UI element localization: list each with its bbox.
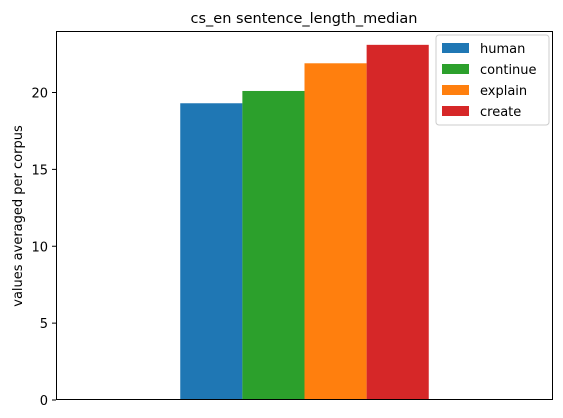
y-tick-label: 5 [40,317,48,332]
y-axis-ticks: 0 5 10 15 20 [31,87,56,409]
legend-label-explain: explain [480,84,527,99]
y-tick-label: 15 [31,163,48,178]
y-tick-label: 0 [40,394,48,409]
legend-swatch-human [442,43,469,53]
legend-box [435,34,550,126]
legend-label-human: human [480,42,525,57]
bar-continue [242,90,305,401]
legend-label-continue: continue [480,63,537,78]
legend: human continue explain create [435,34,550,126]
y-tick-label: 10 [31,240,48,255]
bar-human [180,103,243,400]
chart-title: cs_en sentence_length_median [191,11,418,27]
legend-swatch-continue [442,64,469,74]
legend-label-create: create [480,105,521,120]
legend-swatch-create [442,106,469,116]
y-axis-label: values averaged per corpus [11,125,26,307]
y-tick-label: 20 [31,87,48,102]
legend-swatch-explain [442,85,469,95]
bar-create [366,44,429,401]
bars-group [180,44,429,401]
bar-explain [304,63,367,400]
plot-frame [56,31,553,400]
